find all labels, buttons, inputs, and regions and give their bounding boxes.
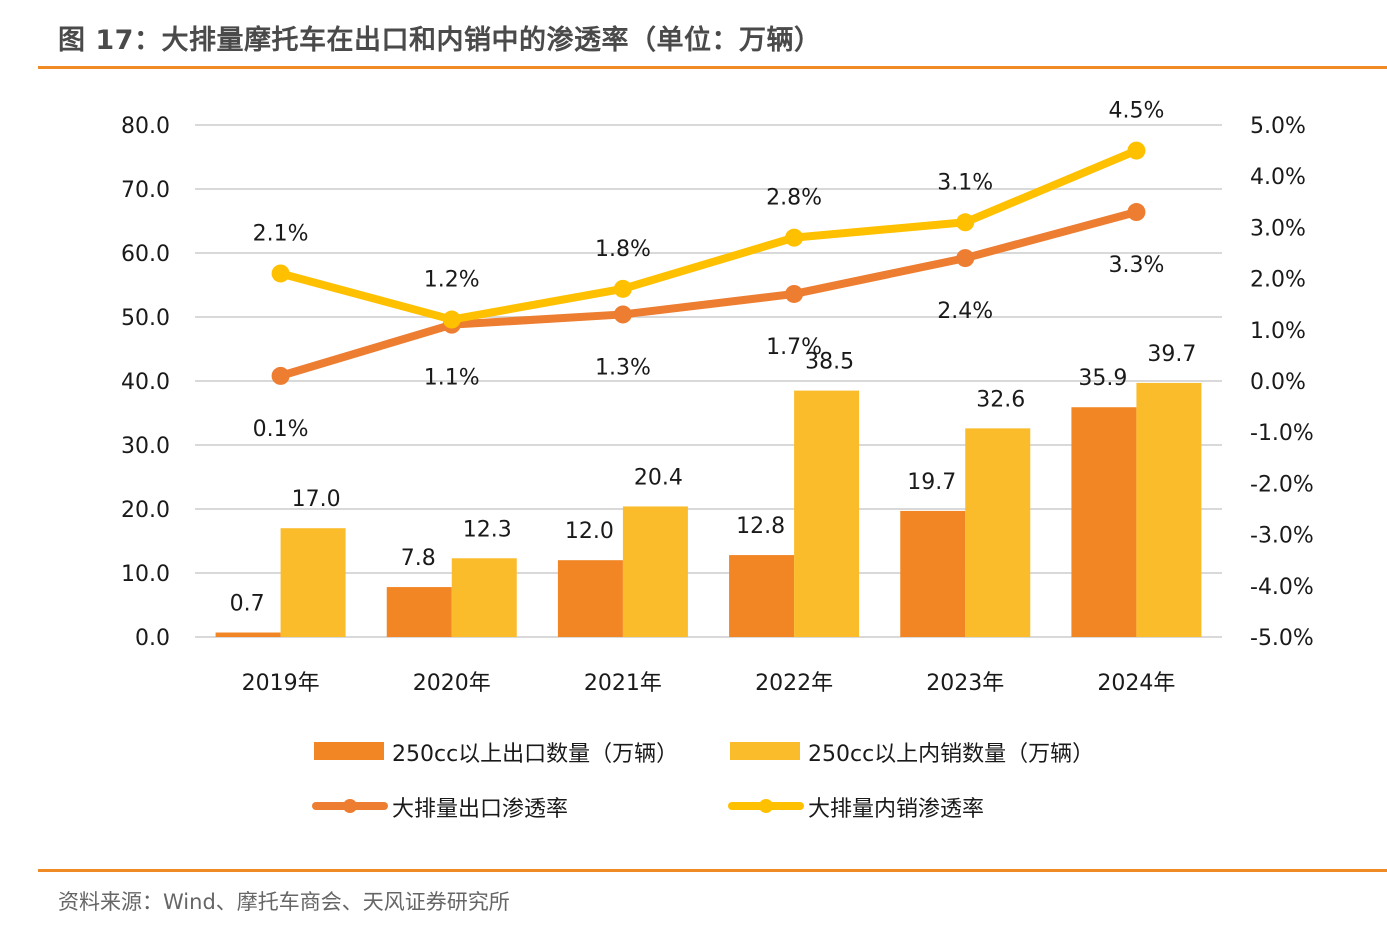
- point-domestic: [613, 279, 632, 298]
- point-export: [613, 305, 632, 324]
- left-axis-tick-label: 80.0: [121, 114, 170, 139]
- point-export-label: 2.4%: [937, 299, 993, 324]
- legend-label-domestic-bar: 250cc以上内销数量（万辆）: [808, 742, 1094, 767]
- left-axis-tick-label: 10.0: [121, 562, 170, 587]
- right-axis-tick-label: 5.0%: [1250, 114, 1306, 139]
- point-export: [785, 284, 804, 303]
- bar-export: [900, 510, 966, 637]
- bar-export-label: 35.9: [1078, 366, 1127, 391]
- point-domestic-label: 4.5%: [1108, 99, 1164, 124]
- bar-export-label: 7.8: [401, 546, 436, 571]
- point-domestic: [442, 310, 461, 329]
- bar-domestic-label: 17.0: [292, 487, 341, 512]
- left-axis-tick-label: 40.0: [121, 370, 170, 395]
- left-axis-tick-label: 70.0: [121, 178, 170, 203]
- source-note: 资料来源：Wind、摩托车商会、天风证券研究所: [58, 890, 510, 914]
- legend-marker-export-line: [343, 799, 357, 813]
- point-export: [956, 249, 975, 268]
- x-axis-tick-label: 2020年: [413, 671, 491, 696]
- bar-domestic: [794, 390, 860, 637]
- bar-export-label: 0.7: [230, 592, 265, 617]
- point-export: [1127, 203, 1146, 222]
- bar-domestic: [622, 506, 688, 637]
- point-domestic: [956, 213, 975, 232]
- legend-label-export-bar: 250cc以上出口数量（万辆）: [392, 742, 678, 767]
- x-axis: 2019年 2020年 2021年 2022年 2023年 2024年: [242, 671, 1176, 696]
- bar-export: [1071, 407, 1137, 637]
- right-axis-tick-label: -1.0%: [1250, 421, 1314, 446]
- right-axis-tick-label: 2.0%: [1250, 268, 1306, 293]
- point-export-label: 3.3%: [1108, 253, 1164, 278]
- left-axis: 0.0 10.0 20.0 30.0 40.0 50.0 60.0 70.0 80.0: [121, 114, 170, 651]
- bar-export-label: 12.0: [565, 519, 614, 544]
- right-axis: -5.0% -4.0% -3.0% -2.0% -1.0% 0.0% 1.0% 2.0% 3.0…: [1250, 114, 1314, 651]
- bar-domestic-label: 38.5: [805, 350, 854, 375]
- bars: [215, 382, 1202, 637]
- bar-domestic: [280, 528, 346, 637]
- bar-export: [215, 632, 281, 637]
- line-export-penetration: [279, 208, 1138, 380]
- figure-title: 图 17：大排量摩托车在出口和内销中的渗透率（单位：万辆）: [58, 25, 822, 56]
- point-export-label: 1.1%: [424, 366, 480, 391]
- bar-export: [729, 555, 795, 637]
- point-export-label: 0.1%: [253, 417, 309, 442]
- legend-swatch-domestic-bar: [730, 742, 800, 760]
- bar-export: [557, 560, 623, 637]
- left-axis-tick-label: 0.0: [135, 626, 170, 651]
- bar-domestic-label: 20.4: [634, 465, 683, 490]
- bar-export: [386, 587, 452, 637]
- x-axis-tick-label: 2021年: [584, 671, 662, 696]
- point-domestic: [1127, 141, 1146, 160]
- bar-domestic-label: 32.6: [976, 387, 1025, 412]
- line-domestic-penetration: [279, 146, 1138, 324]
- x-axis-tick-label: 2024年: [1097, 671, 1175, 696]
- bar-labels: 0.7 7.8 12.0 12.8 19.7 35.9 17.0 12.3 20.4 38.5 32…: [230, 342, 1197, 617]
- point-domestic-label: 3.1%: [937, 170, 993, 195]
- left-axis-tick-label: 60.0: [121, 242, 170, 267]
- right-axis-tick-label: -5.0%: [1250, 626, 1314, 651]
- point-export-label: 1.3%: [595, 355, 651, 380]
- bar-export-label: 12.8: [736, 514, 785, 539]
- line-labels: 0.1% 1.1% 1.3% 1.7% 2.4% 3.3% 2.1% 1.2% 1.8% 2.8%…: [253, 99, 1165, 442]
- bar-domestic: [965, 428, 1031, 637]
- x-axis-tick-label: 2019年: [242, 671, 320, 696]
- legend-swatch-export-bar: [314, 742, 384, 760]
- right-axis-tick-label: 4.0%: [1250, 165, 1306, 190]
- right-axis-tick-label: 3.0%: [1250, 216, 1306, 241]
- right-axis-tick-label: -2.0%: [1250, 472, 1314, 497]
- x-axis-tick-label: 2022年: [755, 671, 833, 696]
- legend-marker-domestic-line: [759, 799, 773, 813]
- point-export-label: 1.7%: [766, 335, 822, 360]
- right-axis-tick-label: 0.0%: [1250, 370, 1306, 395]
- bar-domestic-label: 39.7: [1147, 342, 1196, 367]
- right-axis-tick-label: -3.0%: [1250, 524, 1314, 549]
- point-domestic: [785, 228, 804, 247]
- bar-domestic: [1136, 382, 1202, 637]
- point-domestic: [271, 264, 290, 283]
- right-axis-tick-label: -4.0%: [1250, 575, 1314, 600]
- legend-label-export-line: 大排量出口渗透率: [392, 797, 568, 822]
- footer-divider: [38, 869, 1387, 872]
- gridlines: [195, 124, 1222, 638]
- bar-export-label: 19.7: [907, 470, 956, 495]
- point-domestic-label: 1.2%: [424, 268, 480, 293]
- point-domestic-label: 1.8%: [595, 237, 651, 262]
- right-axis-tick-label: 1.0%: [1250, 319, 1306, 344]
- bar-domestic-label: 12.3: [463, 517, 512, 542]
- lines: [271, 141, 1146, 385]
- title-divider: [38, 66, 1387, 69]
- point-export: [271, 366, 290, 385]
- point-domestic-label: 2.8%: [766, 186, 822, 211]
- left-axis-tick-label: 20.0: [121, 498, 170, 523]
- left-axis-tick-label: 30.0: [121, 434, 170, 459]
- bar-domestic: [451, 558, 517, 637]
- point-domestic-label: 2.1%: [253, 221, 309, 246]
- legend-label-domestic-line: 大排量内销渗透率: [808, 797, 984, 822]
- legend: 250cc以上出口数量（万辆） 250cc以上内销数量（万辆） 大排量出口渗透率…: [312, 742, 1094, 822]
- x-axis-tick-label: 2023年: [926, 671, 1004, 696]
- left-axis-tick-label: 50.0: [121, 306, 170, 331]
